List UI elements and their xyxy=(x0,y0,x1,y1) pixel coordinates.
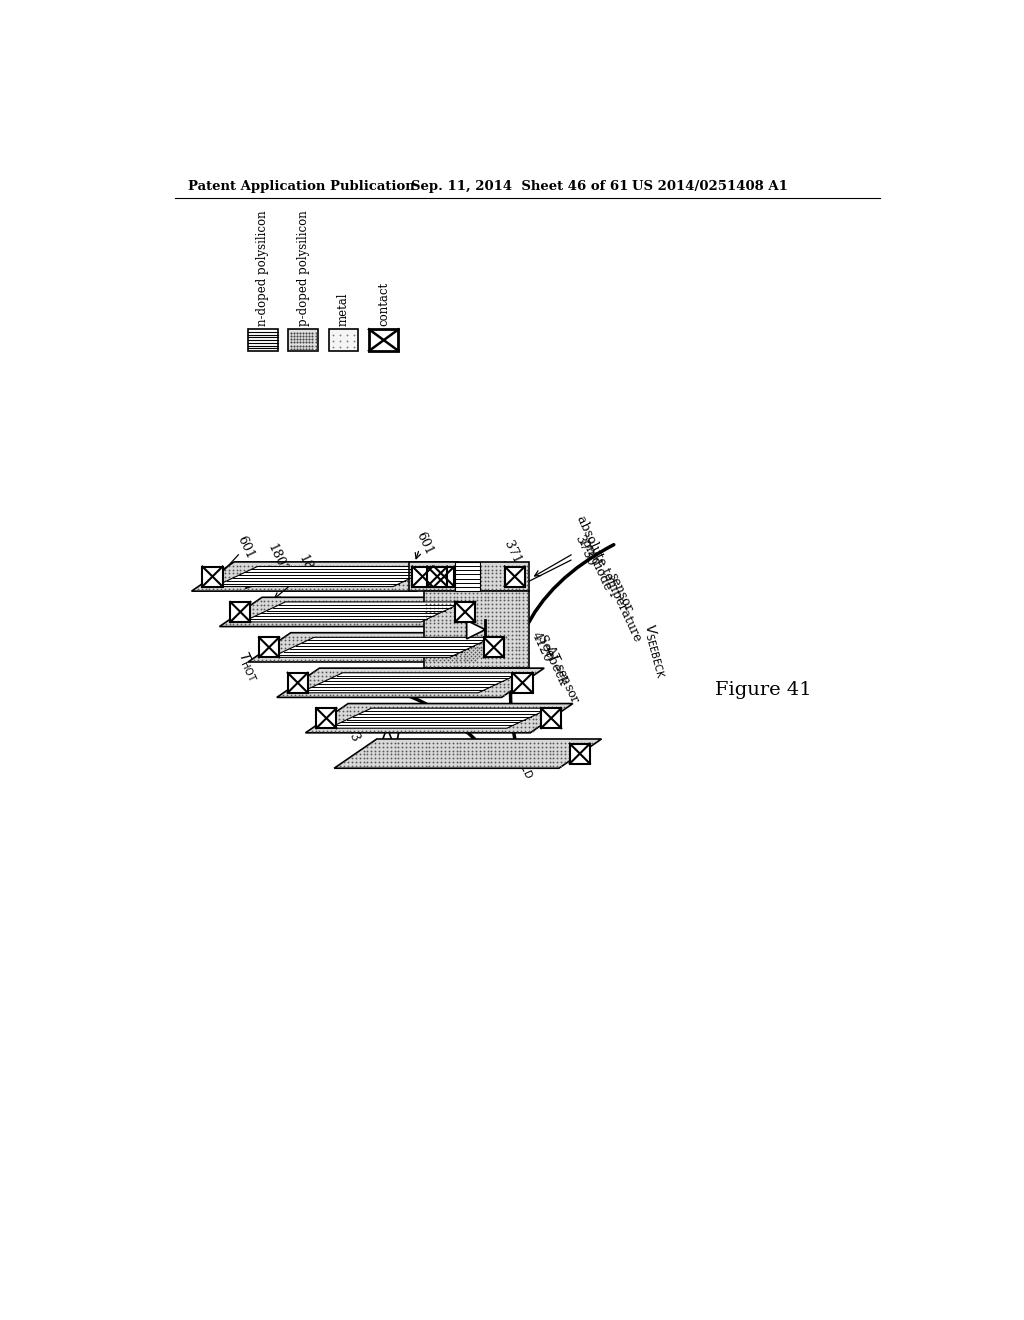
Bar xyxy=(512,673,532,693)
Polygon shape xyxy=(329,708,550,729)
Polygon shape xyxy=(276,668,544,697)
Text: n-doped polysilicon: n-doped polysilicon xyxy=(256,211,269,326)
Text: $\Delta T$: $\Delta T$ xyxy=(380,727,407,744)
Text: $T_{\rm COLD}$: $T_{\rm COLD}$ xyxy=(508,741,539,781)
Bar xyxy=(455,602,475,622)
Bar xyxy=(505,566,525,586)
Text: Patent Application Publication: Patent Application Publication xyxy=(188,181,415,194)
Bar xyxy=(230,602,251,622)
Bar xyxy=(409,562,528,591)
Bar xyxy=(369,330,398,351)
Text: 3710: 3710 xyxy=(502,539,526,573)
Text: US 2014/0251408 A1: US 2014/0251408 A1 xyxy=(632,181,787,194)
Bar xyxy=(203,566,222,586)
Bar xyxy=(483,638,504,657)
Polygon shape xyxy=(248,632,515,663)
Text: Figure 41: Figure 41 xyxy=(715,681,812,698)
Bar xyxy=(289,330,317,351)
Text: 3703: 3703 xyxy=(336,709,361,744)
Text: 1802: 1802 xyxy=(265,541,290,576)
Text: 3704: 3704 xyxy=(437,628,462,663)
Polygon shape xyxy=(243,602,464,622)
Text: 1803: 1803 xyxy=(296,552,322,587)
Text: pn diode: pn diode xyxy=(580,536,614,591)
Bar xyxy=(413,566,432,586)
Text: 4120: 4120 xyxy=(528,630,554,664)
Bar xyxy=(427,566,447,586)
Bar xyxy=(569,743,590,763)
Text: p-doped polysilicon: p-doped polysilicon xyxy=(297,210,309,326)
Polygon shape xyxy=(271,638,493,657)
Bar xyxy=(329,330,358,351)
Bar xyxy=(455,562,480,591)
Text: 601: 601 xyxy=(234,533,257,561)
Bar xyxy=(541,708,561,729)
Text: Sep. 11, 2014  Sheet 46 of 61: Sep. 11, 2014 Sheet 46 of 61 xyxy=(411,181,629,194)
Polygon shape xyxy=(215,566,435,586)
Polygon shape xyxy=(191,562,459,591)
Text: contact: contact xyxy=(377,282,390,326)
Polygon shape xyxy=(300,673,521,693)
Text: 3706: 3706 xyxy=(503,593,528,627)
Bar xyxy=(288,673,308,693)
Bar xyxy=(316,708,337,729)
Bar xyxy=(434,566,455,586)
Bar xyxy=(424,591,528,668)
Text: Seebeck: Seebeck xyxy=(535,634,569,688)
Text: $V_{\rm SEEBECK}$: $V_{\rm SEEBECK}$ xyxy=(640,622,670,680)
Polygon shape xyxy=(219,598,486,627)
Text: metal: metal xyxy=(337,293,350,326)
Bar xyxy=(248,330,278,351)
Text: 601: 601 xyxy=(414,529,436,557)
Text: $T_{\rm HOT}$: $T_{\rm HOT}$ xyxy=(234,649,262,684)
Polygon shape xyxy=(334,739,601,768)
Text: absolute temperature: absolute temperature xyxy=(573,513,643,643)
Text: 3730: 3730 xyxy=(572,533,598,569)
Polygon shape xyxy=(467,620,485,639)
Bar xyxy=(259,638,280,657)
Polygon shape xyxy=(305,704,572,733)
Text: sensor: sensor xyxy=(605,570,635,614)
Text: $\Delta T$ sensor: $\Delta T$ sensor xyxy=(543,643,582,706)
